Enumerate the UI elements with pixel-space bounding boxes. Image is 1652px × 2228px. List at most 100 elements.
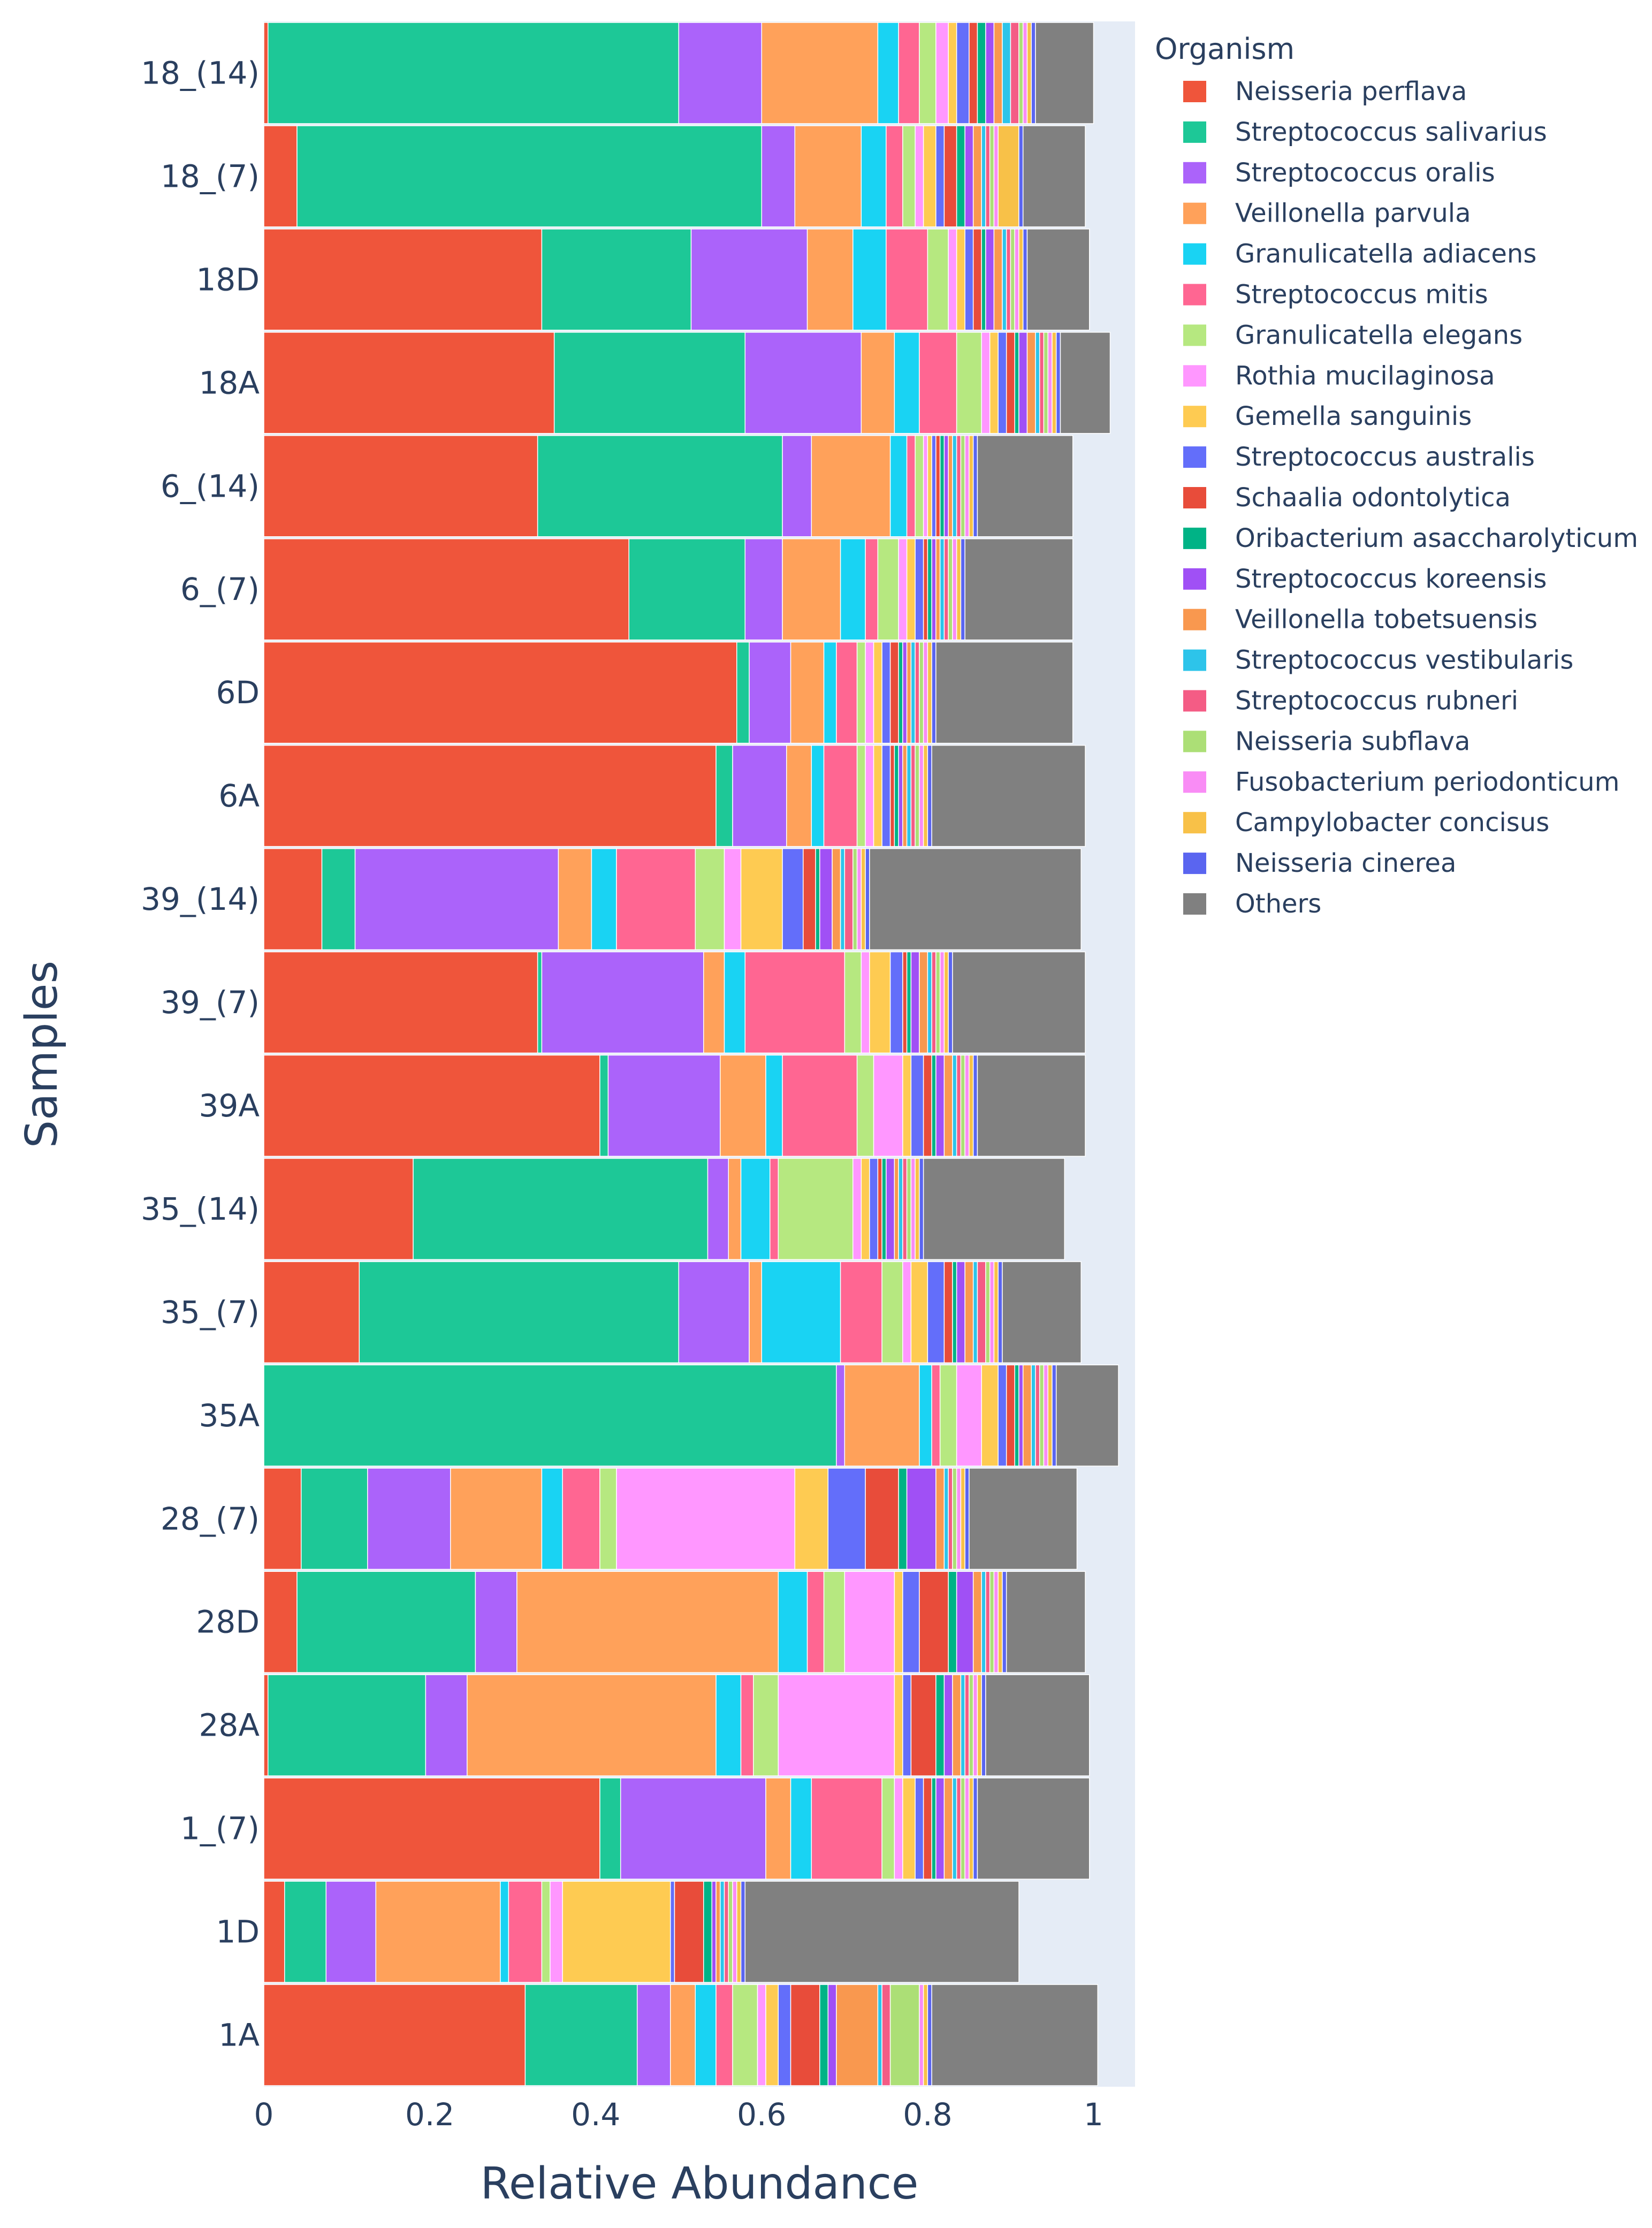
bar-segment-streptococcus-koreensis[interactable] [1018,332,1028,434]
bar-segment-schaalia-odontolytica[interactable] [1006,1364,1015,1467]
bar-segment-others[interactable] [977,1777,1090,1880]
bar-segment-granulicatella-elegans[interactable] [856,641,866,744]
bar-segment-streptococcus-salivarius[interactable] [524,1984,638,2086]
bar-segment-streptococcus-australis[interactable] [998,332,1007,434]
bar-segment-streptococcus-oralis[interactable] [782,435,812,537]
bar-segment-streptococcus-koreensis[interactable] [910,951,920,1054]
bar-segment-fusobacterium-periodonticum[interactable] [1043,1364,1048,1467]
bar-segment-neisseria-cinerea[interactable] [740,1881,746,1983]
bar-segment-neisseria-subflava[interactable] [1010,229,1015,331]
bar-segment-streptococcus-australis[interactable] [931,435,937,537]
bar-segment-others[interactable] [744,1881,1019,1983]
bar-segment-streptococcus-koreensis[interactable] [935,1777,945,1880]
bar-segment-campylobacter-concisus[interactable] [1018,229,1024,331]
bar-segment-neisseria-subflava[interactable] [952,1467,957,1570]
bar-segment-neisseria-cinerea[interactable] [931,641,937,744]
legend-item-streptococcus-salivarius[interactable]: Streptococcus salivarius [1183,117,1547,147]
bar-segment-neisseria-cinerea[interactable] [960,538,965,641]
bar-segment-veillonella-parvula[interactable] [786,744,812,847]
bar-segment-granulicatella-elegans[interactable] [732,1984,758,2086]
bar-segment-streptococcus-oralis[interactable] [425,1674,468,1776]
bar-segment-streptococcus-australis[interactable] [881,744,891,847]
bar-segment-streptococcus-australis[interactable] [935,125,945,227]
bar-segment-streptococcus-rubneri[interactable] [915,641,920,744]
bar-segment-neisseria-subflava[interactable] [960,1054,965,1157]
bar-segment-neisseria-subflava[interactable] [1018,22,1024,124]
bar-segment-campylobacter-concisus[interactable] [943,951,949,1054]
bar-segment-granulicatella-adiacens[interactable] [823,641,837,744]
bar-segment-streptococcus-rubneri[interactable] [977,1261,986,1364]
bar-segment-fusobacterium-periodonticum[interactable] [993,125,999,227]
bar-segment-fusobacterium-periodonticum[interactable] [1022,22,1028,124]
bar-segment-others[interactable] [1060,332,1111,434]
bar-segment-granulicatella-elegans[interactable] [877,538,899,641]
legend-item-schaalia-odontolytica[interactable]: Schaalia odontolytica [1183,483,1511,513]
bar-segment-streptococcus-oralis[interactable] [325,1881,377,1983]
bar-segment-others[interactable] [935,641,1074,744]
bar-segment-fusobacterium-periodonticum[interactable] [1014,229,1019,331]
bar-segment-others[interactable] [977,1054,1086,1157]
bar-segment-streptococcus-rubneri[interactable] [931,951,937,1054]
bar-segment-streptococcus-mitis[interactable] [562,1467,600,1570]
bar-segment-veillonella-tobetsuensis[interactable] [1022,1364,1032,1467]
bar-segment-granulicatella-elegans[interactable] [915,435,924,537]
bar-segment-oribacterium-asaccharolyticum[interactable] [703,1881,713,1983]
bar-segment-streptococcus-mitis[interactable] [931,1364,941,1467]
bar-segment-streptococcus-koreensis[interactable] [931,538,937,641]
bar-segment-granulicatella-adiacens[interactable] [591,848,617,950]
bar-segment-granulicatella-adiacens[interactable] [919,1364,932,1467]
bar-segment-rothia-mucilaginosa[interactable] [915,125,924,227]
bar-segment-gemella-sanguinis[interactable] [948,22,957,124]
bar-segment-streptococcus-rubneri[interactable] [1039,332,1045,434]
bar-segment-neisseria-cinerea[interactable] [1002,1571,1007,1673]
bar-segment-oribacterium-asaccharolyticum[interactable] [981,229,986,331]
bar-segment-neisseria-cinerea[interactable] [948,951,953,1054]
bar-segment-streptococcus-rubneri[interactable] [1006,229,1011,331]
bar-segment-gemella-sanguinis[interactable] [902,1054,912,1157]
bar-segment-streptococcus-vestibularis[interactable] [952,435,957,537]
bar-segment-granulicatella-elegans[interactable] [753,1674,779,1776]
bar-segment-schaalia-odontolytica[interactable] [877,1158,882,1260]
bar-segment-neisseria-subflava[interactable] [1043,332,1048,434]
bar-segment-neisseria-cinerea[interactable] [981,1674,986,1776]
bar-segment-streptococcus-rubneri[interactable] [964,1674,970,1776]
bar-segment-rothia-mucilaginosa[interactable] [923,435,928,537]
bar-segment-veillonella-parvula[interactable] [720,1054,766,1157]
bar-segment-campylobacter-concisus[interactable] [960,1467,965,1570]
bar-segment-veillonella-parvula[interactable] [844,1364,920,1467]
bar-segment-granulicatella-elegans[interactable] [778,1158,854,1260]
bar-segment-streptococcus-rubneri[interactable] [881,1984,891,2086]
bar-segment-oribacterium-asaccharolyticum[interactable] [977,22,986,124]
bar-segment-others[interactable] [931,744,1086,847]
bar-segment-rothia-mucilaginosa[interactable] [778,1674,895,1776]
bar-segment-neisseria-cinerea[interactable] [919,1158,924,1260]
bar-segment-others[interactable] [1055,1364,1119,1467]
bar-segment-streptococcus-koreensis[interactable] [1018,1364,1024,1467]
bar-segment-rothia-mucilaginosa[interactable] [981,332,991,434]
bar-segment-veillonella-parvula[interactable] [669,1984,696,2086]
bar-segment-veillonella-tobetsuensis[interactable] [715,1881,721,1983]
bar-segment-streptococcus-rubneri[interactable] [1035,1364,1040,1467]
bar-segment-streptococcus-australis[interactable] [902,1674,912,1776]
bar-segment-fusobacterium-periodonticum[interactable] [956,1467,962,1570]
bar-segment-streptococcus-vestibularis[interactable] [898,1158,903,1260]
bar-segment-streptococcus-australis[interactable] [669,1881,675,1983]
bar-segment-streptococcus-salivarius[interactable] [599,1054,609,1157]
bar-segment-streptococcus-oralis[interactable] [744,332,862,434]
bar-segment-others[interactable] [1002,1261,1082,1364]
bar-segment-streptococcus-rubneri[interactable] [956,1054,962,1157]
bar-segment-neisseria-subflava[interactable] [852,848,858,950]
bar-segment-streptococcus-vestibularis[interactable] [952,1054,957,1157]
legend-item-veillonella-parvula[interactable]: Veillonella parvula [1183,199,1471,229]
bar-segment-campylobacter-concisus[interactable] [969,435,974,537]
bar-segment-neisseria-subflava[interactable] [985,1261,991,1364]
bar-segment-oribacterium-asaccharolyticum[interactable] [956,125,965,227]
bar-segment-streptococcus-rubneri[interactable] [956,1777,962,1880]
bar-segment-streptococcus-koreensis[interactable] [943,435,949,537]
bar-segment-rothia-mucilaginosa[interactable] [898,538,908,641]
bar-segment-rothia-mucilaginosa[interactable] [550,1881,563,1983]
legend-item-gemella-sanguinis[interactable]: Gemella sanguinis [1183,401,1472,431]
bar-segment-gemella-sanguinis[interactable] [894,1674,903,1776]
bar-segment-neisseria-perflava[interactable] [263,1571,298,1673]
bar-segment-schaalia-odontolytica[interactable] [923,1777,932,1880]
